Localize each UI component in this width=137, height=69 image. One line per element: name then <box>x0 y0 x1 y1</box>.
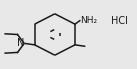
Text: NH₂: NH₂ <box>80 16 98 25</box>
Text: N: N <box>17 39 24 48</box>
Text: HCl: HCl <box>111 16 128 26</box>
